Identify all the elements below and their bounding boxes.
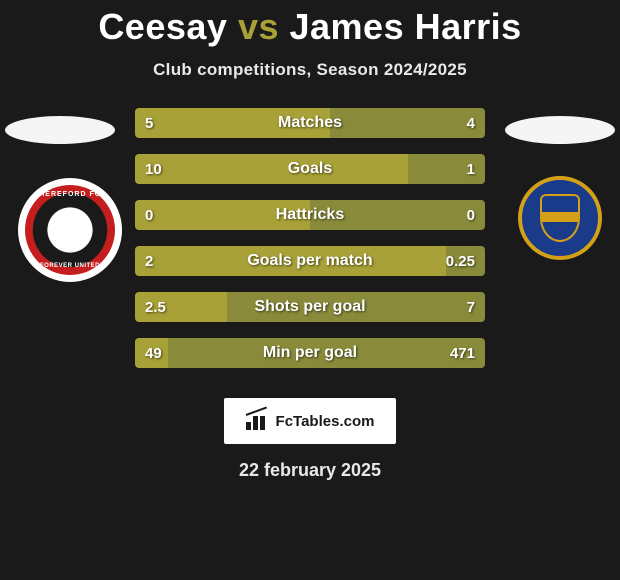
stat-bar-right: [330, 108, 485, 138]
stat-value-right: 0.25: [446, 246, 475, 276]
stat-row: 54Matches: [135, 108, 485, 138]
bull-head-icon: [53, 216, 87, 244]
stat-bar-right: [310, 200, 485, 230]
player2-name: James Harris: [290, 6, 522, 47]
stat-value-left: 2.5: [145, 292, 166, 322]
stat-value-left: 49: [145, 338, 162, 368]
stat-value-right: 7: [467, 292, 475, 322]
stat-row: 101Goals: [135, 154, 485, 184]
stat-bar-left: [135, 108, 330, 138]
stat-row: 49471Min per goal: [135, 338, 485, 368]
club-badge-left: HEREFORD FC FOREVER UNITED: [18, 178, 122, 282]
stat-bar-right: [168, 338, 485, 368]
comparison-title: Ceesay vs James Harris: [0, 0, 620, 48]
subtitle: Club competitions, Season 2024/2025: [0, 60, 620, 80]
badge-left-text-top: HEREFORD FC: [25, 191, 115, 198]
stat-value-left: 10: [145, 154, 162, 184]
attribution-badge: FcTables.com: [224, 398, 396, 444]
stat-bar-left: [135, 200, 310, 230]
stat-value-left: 2: [145, 246, 153, 276]
stat-bars: 54Matches101Goals00Hattricks20.25Goals p…: [135, 108, 485, 384]
player1-ellipse: [5, 116, 115, 144]
shield-stripe: [542, 212, 578, 222]
club-badge-right: [518, 176, 602, 260]
hereford-badge-icon: HEREFORD FC FOREVER UNITED: [25, 185, 115, 275]
player1-name: Ceesay: [98, 6, 227, 47]
attribution-text: FcTables.com: [276, 413, 375, 430]
shield-icon: [540, 194, 580, 242]
stat-bar-right: [227, 292, 485, 322]
stat-value-right: 0: [467, 200, 475, 230]
vs-separator: vs: [238, 6, 279, 47]
stat-bar-left: [135, 246, 446, 276]
stat-row: 00Hattricks: [135, 200, 485, 230]
badge-left-text-bottom: FOREVER UNITED: [25, 263, 115, 269]
stat-value-right: 471: [450, 338, 475, 368]
comparison-content: HEREFORD FC FOREVER UNITED 54Matches101G…: [0, 108, 620, 388]
fctables-logo-icon: [246, 412, 270, 430]
stat-value-left: 0: [145, 200, 153, 230]
stat-value-right: 1: [467, 154, 475, 184]
stat-value-left: 5: [145, 108, 153, 138]
player2-ellipse: [505, 116, 615, 144]
stat-bar-left: [135, 154, 408, 184]
stat-row: 2.57Shots per goal: [135, 292, 485, 322]
date-text: 22 february 2025: [0, 460, 620, 481]
stat-value-right: 4: [467, 108, 475, 138]
stat-row: 20.25Goals per match: [135, 246, 485, 276]
